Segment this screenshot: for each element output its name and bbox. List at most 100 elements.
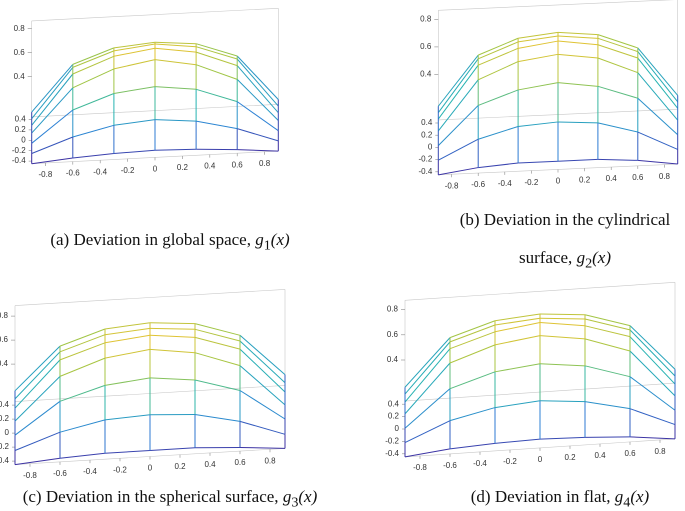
mesh-segment	[449, 324, 496, 343]
mesh-segment	[59, 452, 106, 459]
y-tick-label: -0.2	[385, 437, 399, 446]
mesh-segment	[404, 448, 451, 458]
mesh-segment	[404, 362, 451, 415]
axis-box	[31, 8, 279, 22]
mesh-segment	[14, 345, 61, 392]
caption-d: (d) Deviation in flat, g4(x)	[420, 485, 685, 511]
x-tick-label: -0.6	[53, 469, 67, 478]
mesh-segment	[597, 85, 638, 99]
caption-a: (a) Deviation in global space, g1(x)	[20, 228, 320, 257]
mesh-segment	[584, 314, 631, 327]
mesh-segment	[597, 122, 638, 133]
mesh-segment	[637, 131, 678, 150]
x-tick-label: -0.2	[503, 457, 517, 466]
caption-c: (c) Deviation in the spherical surface, …	[0, 485, 340, 511]
mesh-segment	[494, 400, 541, 409]
x-tick-label: -0.6	[471, 180, 485, 189]
mesh-segment	[629, 325, 676, 370]
mesh-segment	[629, 350, 676, 397]
mesh-segment	[104, 334, 151, 344]
mesh-segment	[557, 35, 598, 39]
mesh-segment	[154, 148, 197, 151]
mesh-segment	[449, 407, 496, 422]
mesh-segment	[404, 348, 451, 403]
mesh-segment	[59, 419, 106, 433]
mesh-segment	[113, 43, 156, 52]
mesh-segment	[557, 31, 598, 36]
mesh-segment	[494, 317, 541, 326]
mesh-segment	[104, 348, 151, 359]
y-tick-label: 0.4	[15, 115, 27, 124]
mesh-segment	[31, 109, 74, 144]
mesh-segment	[584, 325, 631, 338]
mesh-segment	[438, 167, 479, 176]
mesh-segment	[31, 73, 74, 126]
caption-sub: 4	[623, 494, 631, 511]
mesh-segment	[113, 41, 156, 49]
mesh-segment	[449, 371, 496, 390]
mesh-segment	[597, 44, 638, 59]
mesh-segment	[104, 414, 151, 421]
mesh-segment	[14, 431, 61, 451]
x-tick-label: -0.8	[445, 181, 459, 190]
caption-sub: 2	[585, 255, 593, 272]
x-tick-label: -0.2	[121, 166, 135, 175]
y-tick-label: 0	[428, 143, 433, 152]
mesh-segment	[149, 348, 196, 354]
mesh-segment	[404, 388, 451, 429]
mesh-segment	[154, 59, 197, 66]
mesh-segment	[239, 447, 286, 449]
mesh-segment	[584, 401, 631, 410]
mesh-segment	[478, 126, 519, 140]
x-tick-label: 0.8	[654, 447, 666, 456]
mesh-segment	[149, 327, 196, 330]
mesh-segment	[59, 328, 106, 347]
mesh-segment	[194, 328, 241, 342]
mesh-segment	[437, 58, 479, 113]
mesh-segment	[72, 153, 114, 159]
mesh-segment	[154, 119, 197, 122]
mesh-segment	[194, 336, 241, 350]
mesh-segment	[104, 322, 151, 330]
mesh-segment	[194, 414, 241, 422]
x-tick-label: 0.8	[264, 456, 276, 465]
mesh-segment	[539, 313, 586, 316]
mesh-segment	[59, 384, 106, 402]
x-tick-label: -0.6	[66, 169, 80, 178]
caption-arg: (x)	[630, 487, 650, 506]
mesh-segment	[72, 55, 115, 75]
mesh-segment	[14, 400, 61, 436]
mesh-segment	[31, 67, 74, 120]
caption-b: (b) Deviation in the cylindrical surface…	[440, 201, 685, 282]
mesh-segment	[236, 79, 279, 121]
mesh-segment	[195, 64, 238, 80]
y-tick-label: -0.2	[0, 442, 10, 451]
mesh-segment	[478, 47, 519, 66]
x-tick-label: -0.6	[443, 461, 457, 470]
mesh-segment	[637, 72, 679, 121]
z-tick-label: 0.6	[0, 335, 9, 344]
x-tick-label: -0.4	[473, 459, 487, 468]
caption-arg: (x)	[270, 230, 290, 249]
mesh-segment	[584, 338, 631, 352]
axis-box	[14, 289, 286, 306]
mesh-segment	[194, 323, 241, 336]
caption-text: (c) Deviation in the spherical surface,	[22, 487, 279, 506]
mesh-segment	[404, 337, 451, 388]
x-tick-label: -0.8	[39, 170, 53, 179]
x-tick-label: 0.4	[204, 162, 216, 171]
mesh-segment	[72, 50, 115, 68]
z-tick-label: 0.8	[0, 311, 9, 320]
caption-arg: (x)	[298, 487, 318, 506]
mesh-segment	[437, 105, 479, 146]
z-tick-label: 0.6	[14, 48, 26, 57]
mesh-segment	[437, 79, 479, 132]
x-tick-label: 0.4	[606, 174, 618, 183]
mesh-segment	[637, 57, 679, 109]
mesh-segment	[72, 47, 115, 65]
mesh-segment	[113, 47, 156, 57]
axis-box	[404, 282, 676, 301]
x-tick-label: 0	[556, 177, 561, 186]
y-tick-label: -0.2	[419, 155, 433, 164]
